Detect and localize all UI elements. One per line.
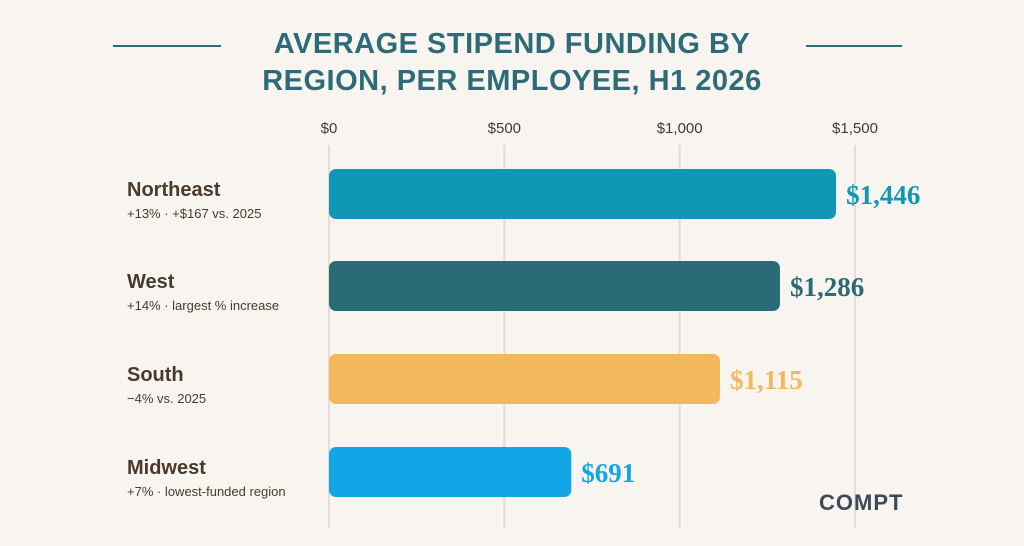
bar-midwest [329,447,572,497]
title-rule-right [806,45,902,47]
category-label: South [127,364,184,386]
category-note: −4% vs. 2025 [127,391,206,406]
bar-northeast [329,169,837,219]
category-label: West [127,271,175,293]
category-label: Northeast [127,179,221,201]
title-rule-left [113,45,221,47]
x-tick-label: $1,000 [657,120,703,137]
value-label: $1,286 [790,272,864,302]
category-note: +7% · lowest-funded region [127,484,286,499]
x-tick-label: $0 [321,120,338,137]
bar-south [329,354,720,404]
value-label: $691 [581,458,635,488]
category-label: Midwest [127,457,206,479]
x-tick-label: $500 [488,120,521,137]
value-label: $1,115 [730,365,803,395]
bar-west [329,261,780,311]
value-label: $1,446 [846,180,920,210]
category-note: +14% · largest % increase [127,298,279,313]
category-note: +13% · +$167 vs. 2025 [127,206,261,221]
x-tick-label: $1,500 [832,120,878,137]
chart-title: AVERAGE STIPEND FUNDING BY REGION, PER E… [262,28,762,97]
title-container: AVERAGE STIPEND FUNDING BY REGION, PER E… [0,26,1024,100]
compt-logo: COMPT [819,490,904,515]
